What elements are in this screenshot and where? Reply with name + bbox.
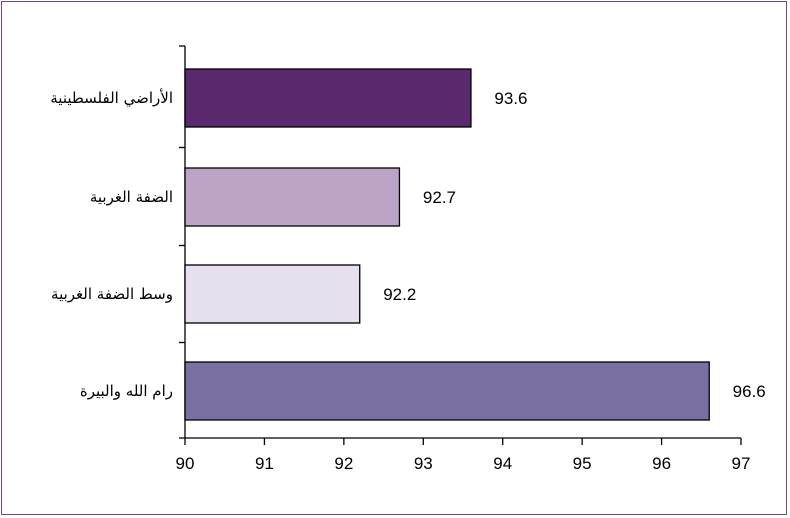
category-label: الأراضي الفلسطينية	[50, 88, 173, 108]
bars	[184, 68, 710, 421]
labels: الأراضي الفلسطينية 93.6 الضفة الغربية 92.7 و…	[50, 88, 766, 401]
x-tick-label: 90	[176, 454, 195, 473]
category-label: الضفة الغربية	[90, 188, 173, 206]
category-label: وسط الضفة الغربية	[51, 285, 173, 303]
value-label: 92.7	[423, 188, 456, 207]
bar	[184, 361, 710, 421]
bar	[184, 68, 472, 128]
x-tick-label: 93	[414, 454, 433, 473]
x-tick-label: 97	[732, 454, 751, 473]
x-tick-label: 91	[255, 454, 274, 473]
x-tick-label: 94	[493, 454, 512, 473]
axes: 90 91 92 93 94 95 96 97	[176, 45, 751, 473]
x-tick-label: 92	[334, 454, 353, 473]
x-tick-label: 95	[573, 454, 592, 473]
bar	[184, 167, 401, 227]
category-label: رام الله والبيرة	[80, 382, 173, 400]
x-tick-label: 96	[652, 454, 671, 473]
bar	[184, 264, 361, 324]
value-label: 96.6	[733, 382, 766, 401]
value-label: 92.2	[383, 285, 416, 304]
value-label: 93.6	[494, 89, 527, 108]
